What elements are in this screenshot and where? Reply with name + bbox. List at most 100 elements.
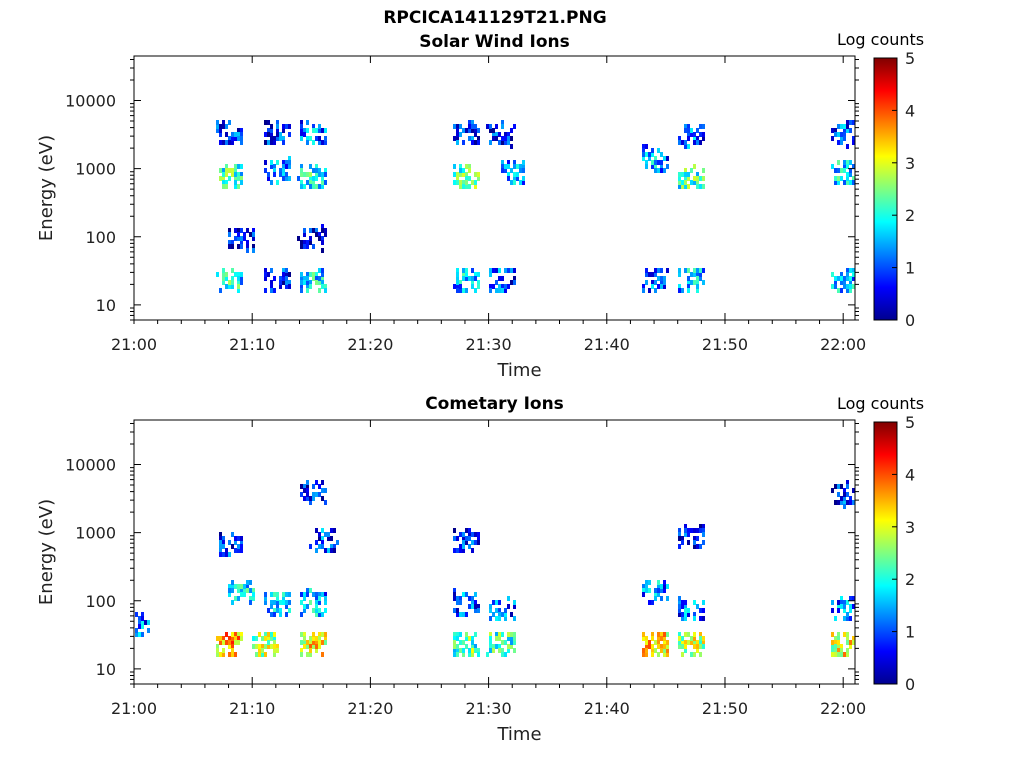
spectrogram-cell <box>237 236 240 241</box>
spectrogram-cell <box>645 640 648 645</box>
spectrogram-cell <box>273 608 276 613</box>
spectrogram-cell <box>492 128 495 133</box>
spectrogram-cell <box>465 176 468 181</box>
spectrogram-cell <box>240 172 243 177</box>
x-tick-label: 21:40 <box>584 699 630 718</box>
spectrogram-cell <box>222 168 225 173</box>
spectrogram-cell <box>246 240 249 245</box>
spectrogram-cell <box>222 552 225 557</box>
spectrogram-cell <box>474 128 477 133</box>
spectrogram <box>135 480 855 657</box>
spectrogram-cell <box>309 240 312 245</box>
spectrogram-cell <box>309 272 312 277</box>
spectrogram-cell <box>462 652 465 657</box>
spectrogram-cell <box>249 596 252 601</box>
spectrogram-cell <box>843 284 846 289</box>
spectrogram-cell <box>507 648 510 653</box>
spectrogram-cell <box>225 640 228 645</box>
spectrogram-cell <box>843 652 846 657</box>
spectrogram-cell <box>852 136 855 141</box>
spectrogram-cell <box>231 244 234 249</box>
spectrogram-cell <box>504 616 507 621</box>
spectrogram-cell <box>471 600 474 605</box>
spectrogram-cell <box>840 136 843 141</box>
spectrogram-cell <box>300 128 303 133</box>
spectrogram-cell <box>846 144 849 149</box>
spectrogram-cell <box>699 544 702 549</box>
spectrogram-cell <box>513 616 516 621</box>
spectrogram-cell <box>330 528 333 533</box>
spectrogram-cell <box>288 164 291 169</box>
spectrogram-cell <box>681 184 684 189</box>
spectrogram-cell <box>303 488 306 493</box>
spectrogram-cell <box>513 640 516 645</box>
spectrogram-cell <box>681 640 684 645</box>
spectrogram-cell <box>642 152 645 157</box>
spectrogram-cell <box>237 640 240 645</box>
spectrogram-cell <box>657 584 660 589</box>
spectrogram-cell <box>264 160 267 165</box>
spectrogram-cell <box>489 648 492 653</box>
spectrogram-cell <box>309 184 312 189</box>
spectrogram-cell <box>246 588 249 593</box>
spectrogram-cell <box>666 652 669 657</box>
spectrogram-cell <box>453 172 456 177</box>
spectrogram-cell <box>687 144 690 149</box>
spectrogram-cell <box>270 636 273 641</box>
spectrogram-cell <box>852 276 855 281</box>
spectrogram-cell <box>498 612 501 617</box>
spectrogram-cell <box>306 180 309 185</box>
spectrogram-cell <box>237 128 240 133</box>
spectrogram-cell <box>267 272 270 277</box>
spectrogram-cell <box>468 136 471 141</box>
spectrogram-cell <box>501 288 504 293</box>
spectrogram-cell <box>321 240 324 245</box>
spectrogram-cell <box>231 140 234 145</box>
spectrogram-cell <box>306 120 309 125</box>
spectrogram-cell <box>642 288 645 293</box>
spectrogram-cell <box>471 268 474 273</box>
spectrogram-cell <box>228 584 231 589</box>
spectrogram-cell <box>834 176 837 181</box>
spectrogram-cell <box>843 496 846 501</box>
spectrogram-cell <box>501 640 504 645</box>
chart-panel-1: 21:00 21:10 21:20 21:30 21:40 21:50 22:0010100… <box>36 413 915 745</box>
spectrogram-cell <box>687 136 690 141</box>
spectrogram-cell <box>678 632 681 637</box>
spectrogram-cell <box>303 232 306 237</box>
spectrogram-cell <box>234 236 237 241</box>
spectrogram-cell <box>279 136 282 141</box>
spectrogram-cell <box>699 636 702 641</box>
spectrogram-cell <box>696 272 699 277</box>
spectrogram-cell <box>456 140 459 145</box>
spectrogram-cell <box>840 648 843 653</box>
spectrogram-cell <box>840 644 843 649</box>
spectrogram-cell <box>234 132 237 137</box>
spectrogram-cell <box>252 228 255 233</box>
spectrogram-cell <box>264 632 267 637</box>
colorbar <box>873 57 898 321</box>
spectrogram-cell <box>489 288 492 293</box>
spectrogram-cell <box>846 124 849 129</box>
spectrogram-cell <box>330 536 333 541</box>
spectrogram-cell <box>522 180 525 185</box>
spectrogram-cell <box>285 284 288 289</box>
spectrogram-cell <box>657 636 660 641</box>
spectrogram-cell <box>141 616 144 621</box>
spectrogram-cell <box>264 600 267 605</box>
spectrogram-cell <box>285 176 288 181</box>
spectrogram-cell <box>270 604 273 609</box>
spectrogram-cell <box>456 600 459 605</box>
spectrogram-cell <box>660 268 663 273</box>
spectrogram-cell <box>696 276 699 281</box>
spectrogram-cell <box>651 644 654 649</box>
spectrogram-cell <box>273 632 276 637</box>
spectrogram-cell <box>702 176 705 181</box>
spectrogram-cell <box>288 160 291 165</box>
spectrogram-cell <box>645 268 648 273</box>
colorbar-tick-label: 3 <box>905 154 915 173</box>
spectrogram-cell <box>456 172 459 177</box>
spectrogram-cell <box>846 480 849 485</box>
spectrogram-cell <box>495 644 498 649</box>
spectrogram-cell <box>276 128 279 133</box>
